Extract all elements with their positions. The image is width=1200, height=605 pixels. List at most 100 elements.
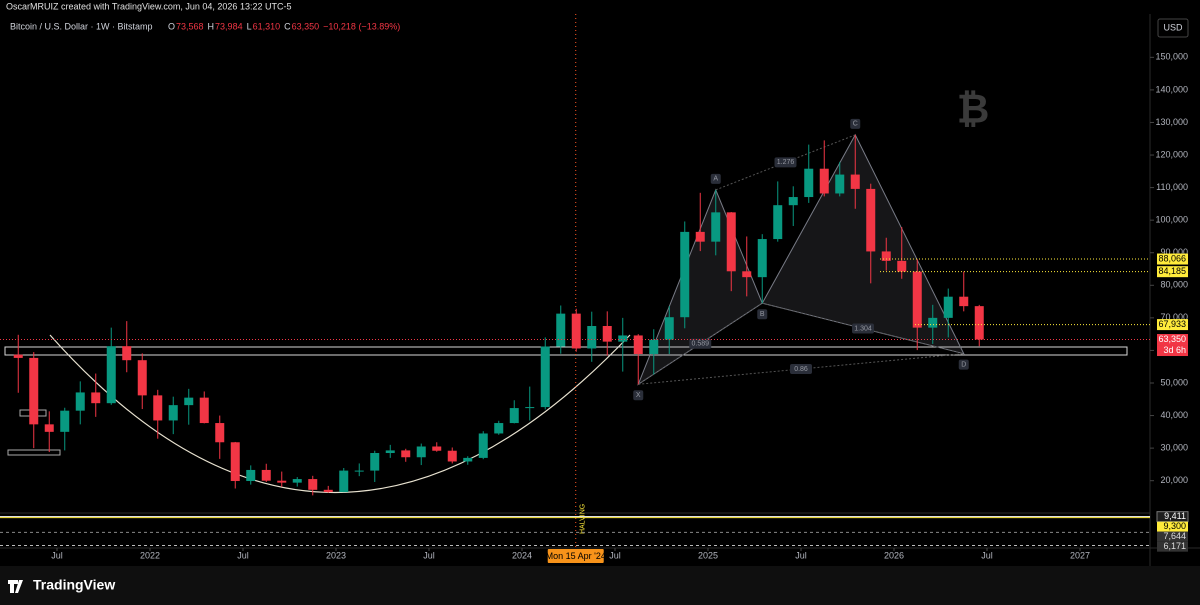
candle-body — [432, 446, 442, 451]
x-tick-label: Jul — [981, 550, 993, 560]
candle-body — [804, 168, 814, 198]
brand: TradingView — [33, 577, 115, 593]
ratio-label: 0.589 — [691, 341, 709, 348]
candle-body — [587, 326, 597, 349]
candle-body — [959, 296, 969, 307]
ohlc-key: L — [247, 21, 252, 31]
point-box — [757, 309, 768, 320]
ratio-box — [852, 323, 874, 334]
candle-body — [881, 251, 891, 261]
point-label: D — [961, 362, 966, 369]
candle-body — [726, 212, 736, 272]
pattern-leg — [715, 134, 856, 191]
pattern-leg — [762, 302, 964, 355]
candle-body — [540, 346, 550, 408]
candle-body — [199, 397, 209, 424]
candle-body — [261, 469, 271, 481]
point-label: B — [760, 311, 765, 318]
y-tick-label: 150,000 — [1155, 52, 1188, 62]
indicator-label-box — [1157, 531, 1188, 542]
ratio-box — [790, 363, 812, 374]
candle-body — [106, 346, 116, 404]
indicator-label: 7,644 — [1163, 531, 1186, 541]
candle-body — [354, 470, 364, 472]
candle-body — [91, 392, 101, 404]
price-label: 67,933 — [1158, 319, 1186, 329]
cup-curve — [49, 334, 631, 494]
candle-body — [928, 317, 938, 328]
candle-body — [633, 335, 643, 355]
candle-body — [912, 271, 922, 328]
price-label-box — [1157, 319, 1188, 331]
x-tick-label: Jul — [51, 550, 63, 560]
indicator-label: 6,171 — [1163, 541, 1186, 551]
candle-body — [122, 346, 132, 361]
indicator-label: 9,411 — [1164, 511, 1186, 521]
y-tick-label: 120,000 — [1155, 149, 1188, 159]
support-zone — [4, 346, 1128, 356]
candle-body — [478, 433, 488, 458]
candle-body — [29, 357, 39, 425]
candle-body — [850, 174, 860, 189]
candle-body — [60, 410, 70, 432]
candle-body — [385, 450, 395, 454]
candle-body — [339, 470, 349, 493]
candle-body — [215, 423, 225, 443]
candle-body — [897, 260, 907, 272]
y-tick-label: 140,000 — [1155, 84, 1188, 94]
ratio-label: 1.304 — [854, 325, 872, 332]
ohlc-value: 73,568 — [176, 21, 204, 31]
currency-box[interactable] — [1157, 18, 1189, 38]
ratio-box — [774, 157, 797, 168]
candle-body — [246, 469, 256, 482]
candle-body — [292, 479, 302, 483]
candle-body — [323, 489, 333, 493]
y-tick-label: 110,000 — [1156, 182, 1188, 192]
x-tick-label: Jul — [609, 550, 621, 560]
candle-body — [525, 407, 535, 409]
candle-body — [447, 450, 457, 462]
y-tick-label: 100,000 — [1155, 215, 1188, 225]
x-tick-label: Jul — [237, 550, 249, 560]
x-tick-label: 2026 — [884, 550, 904, 560]
x-tick-label: 2022 — [140, 550, 160, 560]
y-tick-label: 90,000 — [1160, 247, 1188, 257]
candle-body — [75, 392, 85, 411]
candle-body — [618, 335, 628, 342]
candle-body — [494, 423, 504, 434]
point-box — [710, 173, 721, 184]
candle-body — [277, 480, 287, 483]
price-label-box — [1157, 334, 1188, 346]
candle-body — [556, 313, 566, 347]
ohlc-value: 73,984 — [215, 21, 243, 31]
footer-bar — [0, 566, 1200, 605]
ratio-box — [689, 338, 712, 349]
x-tick-label: Jul — [423, 550, 435, 560]
x-tick-label: 2027 — [1070, 550, 1090, 560]
ratio-label: 0.86 — [794, 366, 808, 373]
ohlc-key: O — [168, 21, 175, 31]
indicator-label-box — [1157, 541, 1188, 552]
ratio-label: 1.276 — [777, 159, 795, 166]
pattern-leg — [637, 302, 763, 385]
candle-body — [13, 354, 23, 358]
candle-body — [819, 168, 829, 194]
candle-body — [974, 306, 984, 340]
x-tick-label: Jul — [795, 550, 807, 560]
candle-body — [649, 339, 659, 355]
price-label: 84,185 — [1158, 266, 1186, 276]
candle-body — [866, 188, 876, 252]
x-tick-label: 2024 — [512, 550, 532, 560]
candle-body — [401, 450, 411, 458]
point-box — [850, 118, 861, 129]
price-label-box — [1157, 253, 1188, 265]
currency[interactable]: USD — [1163, 22, 1183, 32]
candle-body — [711, 212, 721, 242]
ohlc-key: C — [284, 21, 291, 31]
candle-body — [788, 197, 798, 206]
y-tick-label: 80,000 — [1160, 280, 1188, 290]
y-tick-label: 130,000 — [1155, 117, 1188, 127]
countdown: 3d 6h — [1163, 345, 1186, 355]
